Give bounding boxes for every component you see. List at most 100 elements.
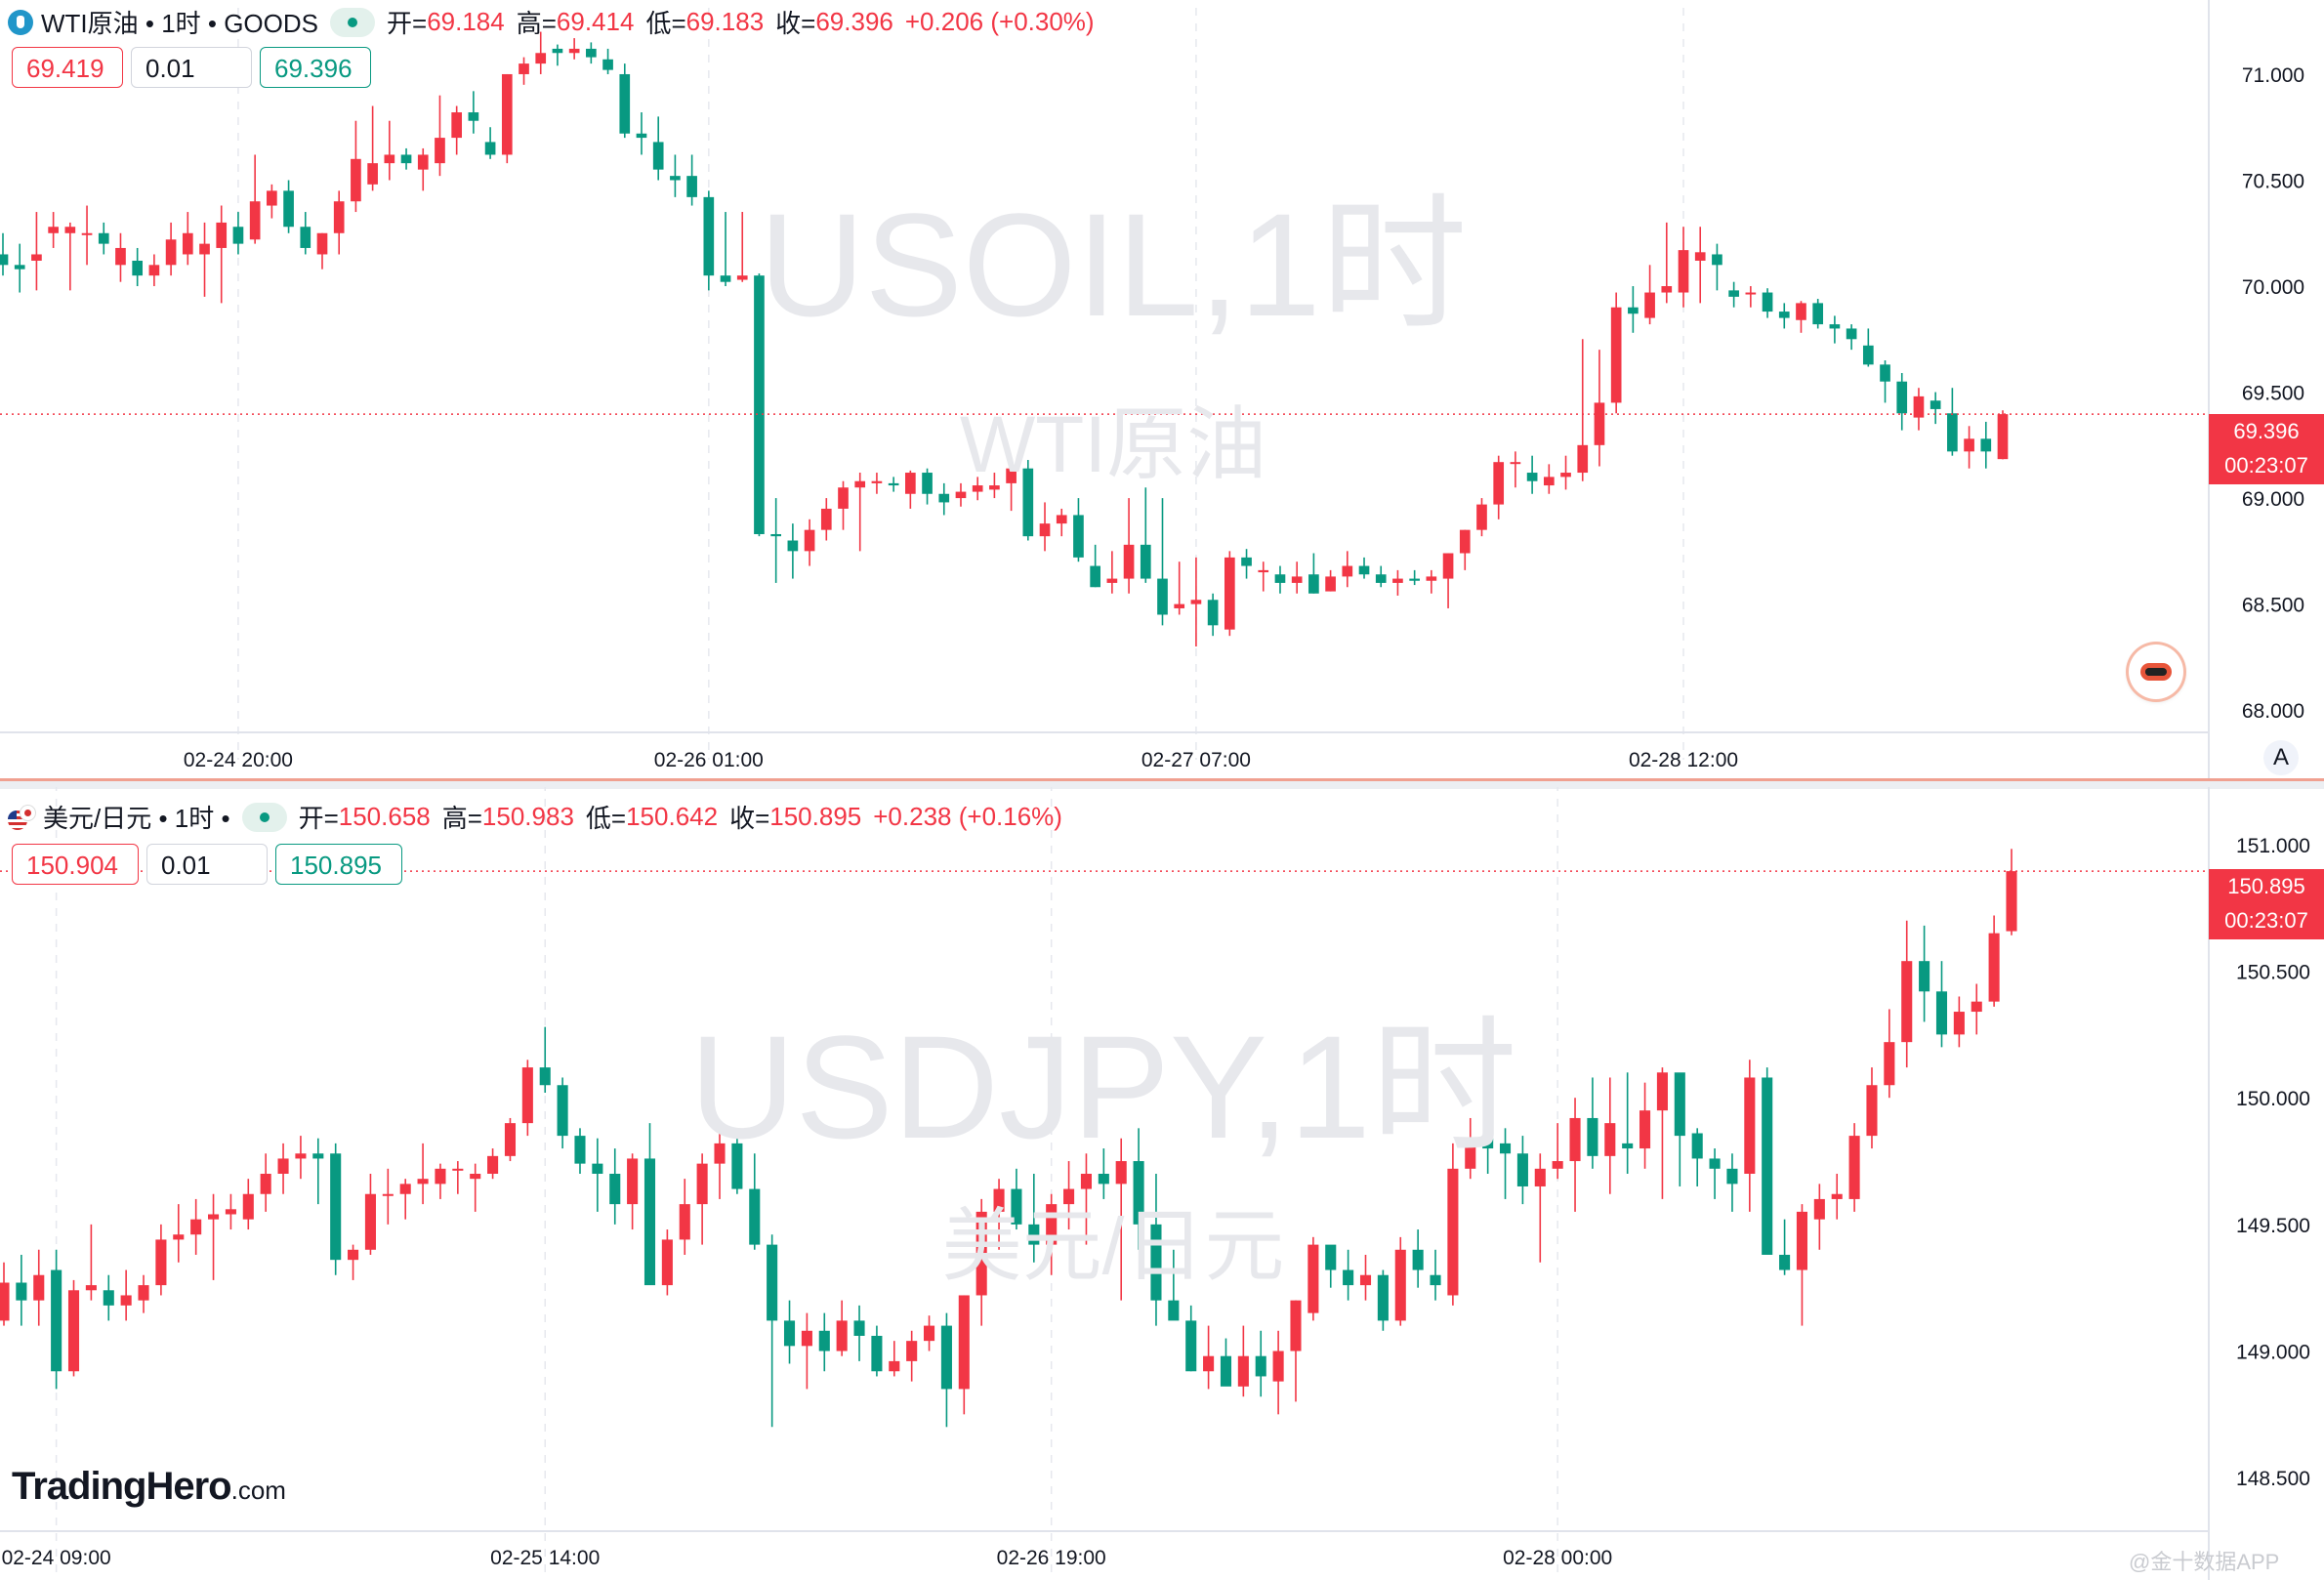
usdjpy-x-tick-label: 02-26 19:00 <box>997 1547 1106 1569</box>
usoil-candle <box>652 142 664 170</box>
usoil-candle <box>1291 576 1303 583</box>
usdjpy-quantity-field[interactable]: 0.01 <box>146 844 268 885</box>
usdjpy-countdown: 00:23:07 <box>2224 908 2308 933</box>
usoil-candle <box>148 265 160 276</box>
usoil-buy-price-box[interactable]: 69.396 <box>260 47 371 88</box>
usoil-candle <box>1610 307 1622 403</box>
source-credit: @金十数据APP <box>2129 1550 2280 1574</box>
usoil-candle <box>115 247 126 266</box>
usdjpy-x-tick-label: 02-25 14:00 <box>490 1547 600 1569</box>
usoil-candle <box>48 227 59 233</box>
usdjpy-candle <box>749 1188 761 1245</box>
usdjpy-candle <box>696 1163 708 1205</box>
usdjpy-candle <box>1307 1244 1319 1313</box>
usoil-candle <box>770 533 781 537</box>
usoil-candle <box>1796 303 1806 320</box>
usdjpy-candle <box>330 1153 342 1261</box>
usdjpy-candle <box>557 1085 568 1137</box>
assistant-robot-icon[interactable] <box>2129 644 2183 699</box>
change-value: +0.238 (+0.16%) <box>873 802 1062 831</box>
usdjpy-candle <box>609 1174 621 1205</box>
high-value: 150.983 <box>481 802 574 831</box>
usoil-chart[interactable]: 02-24 20:00 02-26 01:00 02-27 07:00 02-28 1… <box>0 0 2324 781</box>
usdjpy-candle <box>1796 1211 1808 1270</box>
usoil-candle <box>535 53 547 64</box>
low-label: 低= <box>645 9 686 38</box>
usdjpy-candle <box>767 1244 778 1321</box>
usdjpy-candle <box>679 1204 690 1240</box>
usdjpy-candle <box>1290 1300 1302 1351</box>
usoil-candle <box>619 73 631 134</box>
usdjpy-watermark-name: 美元/日元 <box>941 1202 1285 1291</box>
usdjpy-candle <box>120 1295 132 1306</box>
usoil-candle <box>31 254 42 261</box>
usdjpy-candle <box>1028 1224 1040 1245</box>
usoil-candle <box>165 239 177 266</box>
usdjpy-y-tick-label: 151.000 <box>2236 835 2310 857</box>
usdjpy-candle <box>1011 1188 1022 1225</box>
usdjpy-candle <box>1377 1274 1389 1321</box>
usdjpy-candle <box>1552 1161 1563 1169</box>
usdjpy-candle <box>277 1158 289 1174</box>
usoil-chart-panel[interactable]: 02-24 20:00 02-26 01:00 02-27 07:00 02-28 1… <box>0 0 2324 781</box>
open-label: 开= <box>298 804 339 833</box>
usdjpy-sell-price-box[interactable]: 150.904 <box>12 844 139 885</box>
usdjpy-buy-price-box[interactable]: 150.895 <box>275 844 402 885</box>
usoil-candle <box>1358 565 1370 575</box>
open-label: 开= <box>387 9 428 38</box>
usdjpy-candle <box>103 1290 114 1306</box>
usoil-symbol-label[interactable]: WTI原油 • 1时 • GOODS <box>41 9 318 38</box>
usdjpy-candle <box>242 1193 254 1220</box>
usdjpy-candle <box>783 1320 796 1347</box>
usdjpy-chart-panel[interactable]: 02-24 09:00 02-25 14:00 02-26 19:00 02-28 0… <box>0 787 2324 1580</box>
usdjpy-candle <box>0 1282 10 1321</box>
usdjpy-symbol-label[interactable]: 美元/日元 • 1时 • <box>43 804 230 833</box>
usoil-candle <box>1577 444 1589 474</box>
usdjpy-chart[interactable]: 02-24 09:00 02-25 14:00 02-26 19:00 02-28 0… <box>0 787 2324 1580</box>
usdjpy-candle <box>1935 991 1948 1035</box>
usoil-candle <box>1459 529 1471 554</box>
usdjpy-candle <box>1762 1077 1773 1255</box>
usoil-sell-price-box[interactable]: 69.419 <box>12 47 123 88</box>
usoil-candle <box>1207 600 1219 626</box>
usoil-candle <box>1510 462 1521 465</box>
usdjpy-candle <box>1831 1193 1843 1199</box>
visibility-eye-icon[interactable] <box>241 802 287 832</box>
usdjpy-candle <box>1412 1249 1424 1270</box>
usoil-candle <box>1812 303 1824 325</box>
usoil-candle <box>0 254 9 266</box>
usdjpy-candle <box>504 1123 517 1156</box>
usdjpy-candle <box>889 1360 900 1372</box>
usdjpy-candle <box>1115 1161 1127 1185</box>
usoil-candle <box>435 138 445 164</box>
usoil-watermark-name: WTI原油 <box>959 400 1267 489</box>
usdjpy-candle <box>1185 1320 1197 1372</box>
usdjpy-candle <box>643 1158 656 1286</box>
usoil-candle <box>1997 414 2009 460</box>
usoil-candle <box>98 232 109 244</box>
auto-scale-button[interactable]: A <box>2263 740 2299 775</box>
usdjpy-candle <box>1674 1072 1685 1137</box>
usdjpy-candle <box>1325 1244 1337 1270</box>
usdjpy-candle <box>1744 1077 1756 1174</box>
usoil-candle <box>14 265 25 270</box>
usoil-quantity-field[interactable]: 0.01 <box>131 47 252 88</box>
usoil-candle <box>333 201 345 233</box>
usoil-candle <box>1426 576 1437 581</box>
usdjpy-candle <box>661 1239 673 1286</box>
panel-separator[interactable] <box>0 781 2324 789</box>
usdjpy-candle <box>1884 1042 1895 1086</box>
usoil-candle <box>384 154 395 164</box>
usoil-candle <box>182 232 193 255</box>
usoil-candle <box>955 491 967 499</box>
usoil-candle <box>703 196 715 276</box>
usdjpy-candle <box>1691 1133 1703 1159</box>
usdjpy-candle <box>67 1290 80 1372</box>
high-value: 69.414 <box>556 7 635 36</box>
usoil-candle <box>501 73 513 155</box>
usdjpy-x-tick-label: 02-28 00:00 <box>1503 1547 1612 1569</box>
usoil-candle <box>417 154 429 170</box>
usdjpy-candle <box>836 1320 848 1351</box>
visibility-eye-icon[interactable] <box>330 7 375 37</box>
usdjpy-candle <box>1534 1168 1546 1186</box>
